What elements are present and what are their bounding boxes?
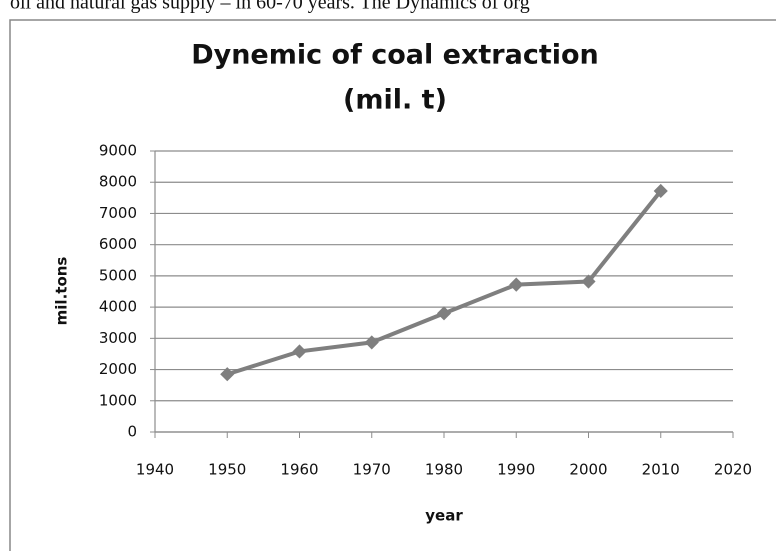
y-tick-label: 5000	[99, 266, 137, 284]
y-tick-label: 8000	[99, 173, 137, 191]
chart-title: Dynemic of coal extraction	[191, 40, 599, 71]
chart-frame	[9, 19, 776, 551]
x-tick-label: 2000	[569, 461, 607, 479]
y-tick-label: 6000	[99, 235, 137, 253]
y-tick-label: 1000	[99, 391, 137, 409]
x-tick-label: 1980	[425, 461, 463, 479]
x-tick-label: 1940	[136, 461, 174, 479]
marker	[220, 367, 235, 382]
marker	[292, 344, 307, 359]
y-tick-label: 7000	[99, 204, 137, 222]
marker	[509, 277, 524, 292]
marker	[653, 183, 668, 199]
chart-title: (mil. t)	[343, 85, 447, 116]
header-text: oil and natural gas supply – in 60-70 ye…	[10, 0, 530, 14]
y-axis-label: mil.tons	[53, 257, 71, 326]
y-tick-label: 2000	[99, 360, 137, 378]
x-tick-label: 2020	[714, 461, 752, 479]
marker	[436, 306, 452, 321]
x-tick-label: 1990	[497, 461, 535, 479]
x-axis-label: year	[425, 507, 463, 525]
marker	[364, 335, 379, 350]
y-tick-label: 4000	[99, 298, 137, 316]
x-tick-label: 1950	[208, 461, 246, 479]
y-tick-label: 9000	[99, 142, 137, 160]
x-tick-label: 1960	[280, 461, 318, 479]
x-tick-label: 2010	[642, 461, 680, 479]
y-tick-label: 0	[127, 423, 137, 441]
marker	[581, 274, 596, 289]
y-tick-label: 3000	[99, 329, 137, 347]
x-tick-label: 1970	[353, 461, 391, 479]
